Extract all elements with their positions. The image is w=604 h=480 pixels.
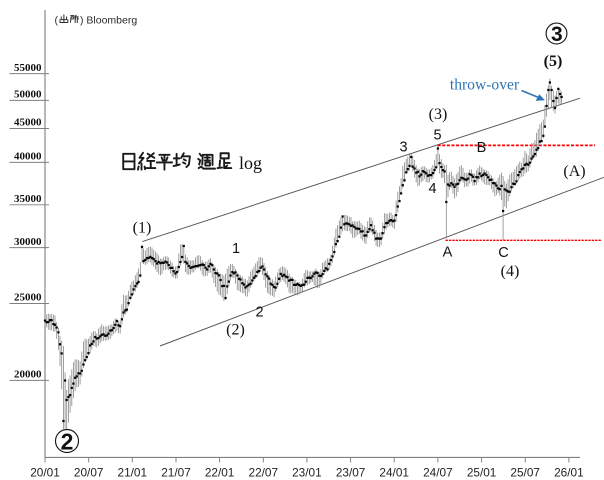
svg-text:B: B (477, 140, 487, 156)
svg-text:2: 2 (61, 428, 74, 454)
svg-text:2: 2 (255, 305, 263, 321)
svg-text:30000: 30000 (14, 236, 42, 248)
svg-text:3: 3 (551, 23, 563, 46)
svg-text:24/07: 24/07 (423, 465, 453, 479)
svg-text:(1): (1) (133, 220, 152, 237)
svg-text:20/01: 20/01 (30, 465, 60, 479)
svg-text:35000: 35000 (14, 193, 42, 205)
svg-text:(4): (4) (501, 263, 520, 280)
svg-text:23/01: 23/01 (292, 465, 322, 479)
svg-text:5: 5 (433, 128, 441, 144)
svg-text:22/01: 22/01 (205, 465, 235, 479)
svg-text:(A): (A) (563, 163, 585, 180)
svg-text:(: ( (55, 15, 59, 27)
svg-text:(2): (2) (226, 322, 245, 339)
svg-text:55000: 55000 (14, 62, 42, 74)
svg-text:A: A (443, 245, 453, 261)
svg-text:21/01: 21/01 (118, 465, 148, 479)
svg-text:throw-over: throw-over (450, 77, 520, 94)
svg-text:24/01: 24/01 (379, 465, 409, 479)
svg-text:40000: 40000 (14, 151, 42, 163)
svg-text:23/07: 23/07 (336, 465, 366, 479)
svg-text:25/01: 25/01 (467, 465, 497, 479)
svg-text:20/07: 20/07 (74, 465, 104, 479)
svg-text:25/07: 25/07 (510, 465, 540, 479)
svg-text:22/07: 22/07 (249, 465, 279, 479)
svg-text:1: 1 (232, 241, 240, 257)
svg-text:log: log (239, 153, 262, 173)
svg-text:(3): (3) (429, 106, 448, 123)
svg-text:) Bloomberg: ) Bloomberg (80, 15, 137, 27)
svg-text:C: C (498, 245, 508, 261)
svg-text:(5): (5) (544, 53, 563, 70)
svg-text:45000: 45000 (14, 117, 42, 129)
svg-text:21/07: 21/07 (161, 465, 191, 479)
svg-text:50000: 50000 (14, 89, 42, 101)
svg-text:25000: 25000 (14, 292, 42, 304)
svg-text:26/01: 26/01 (554, 465, 584, 479)
svg-text:4: 4 (428, 181, 436, 197)
svg-text:20000: 20000 (14, 369, 42, 381)
svg-text:3: 3 (399, 140, 407, 156)
